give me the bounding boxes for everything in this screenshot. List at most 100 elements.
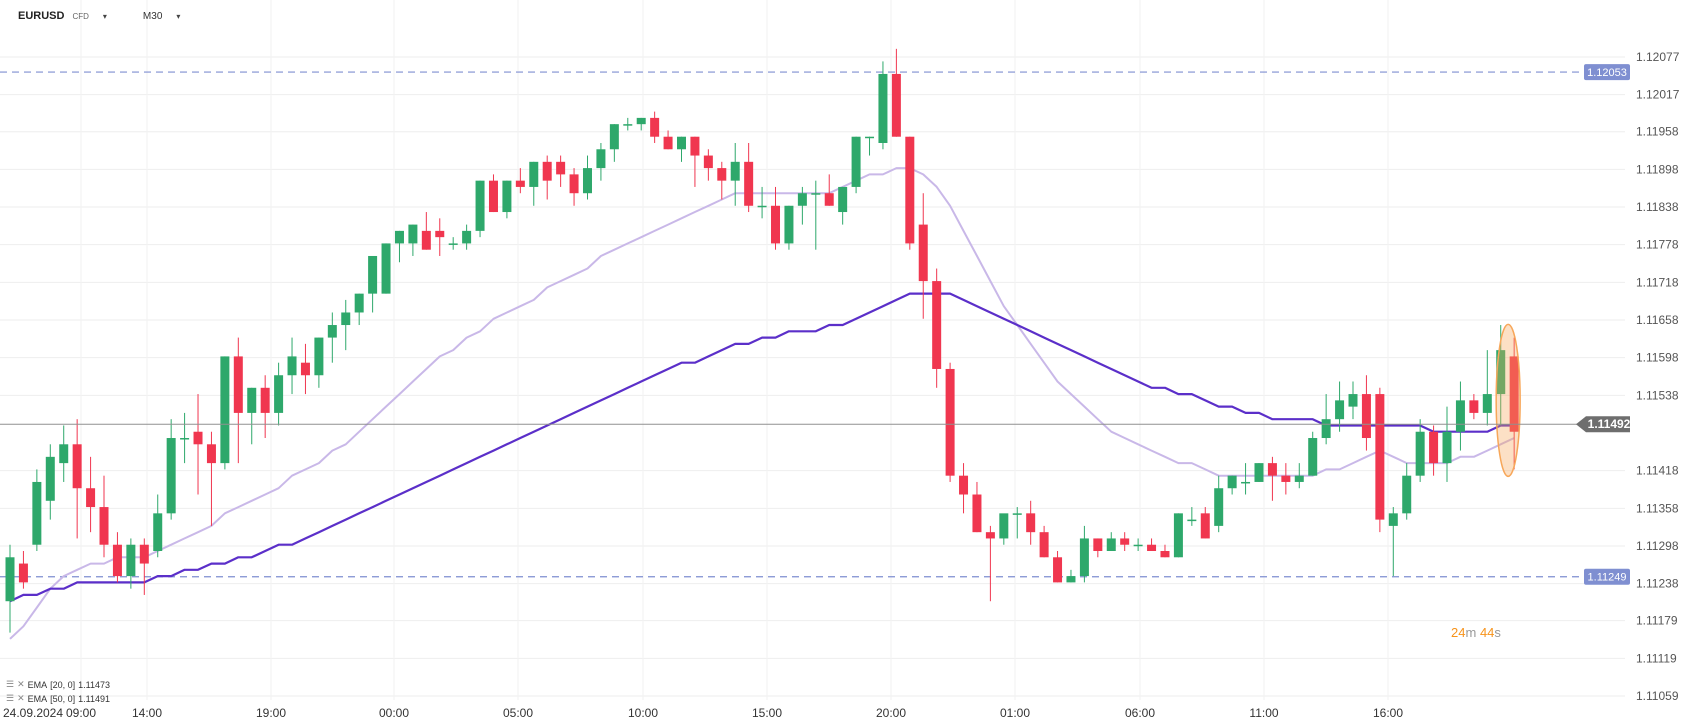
candle-body[interactable] — [86, 488, 96, 508]
candle-body[interactable] — [5, 557, 15, 602]
timeframe-dropdown-icon[interactable]: ▾ — [176, 11, 181, 21]
candle-body[interactable] — [153, 513, 163, 552]
candle-body[interactable] — [838, 186, 848, 213]
candle-body[interactable] — [851, 136, 861, 187]
candle-body[interactable] — [1267, 463, 1277, 476]
candle-body[interactable] — [542, 161, 552, 181]
candle-body[interactable] — [220, 356, 230, 464]
candle-body[interactable] — [1200, 513, 1210, 539]
candle-body[interactable] — [1241, 481, 1251, 484]
candle-body[interactable] — [488, 180, 498, 213]
candle-body[interactable] — [247, 387, 257, 413]
candle-body[interactable] — [260, 387, 270, 413]
candle-body[interactable] — [300, 362, 310, 376]
candle-body[interactable] — [811, 193, 821, 195]
candle-body[interactable] — [72, 444, 82, 489]
candle-body[interactable] — [891, 73, 901, 137]
candle-body[interactable] — [730, 161, 740, 181]
candle-body[interactable] — [1254, 463, 1264, 482]
candle-body[interactable] — [314, 337, 324, 376]
candle-body[interactable] — [972, 494, 982, 533]
candle-body[interactable] — [1173, 513, 1183, 558]
candle-body[interactable] — [1079, 538, 1089, 577]
candle-body[interactable] — [878, 73, 888, 143]
indicator-legend-ema50[interactable]: ☰ ✕ EMA [50, 0] 1.11491 — [6, 693, 110, 704]
candle-body[interactable] — [475, 180, 485, 231]
candle-body[interactable] — [1388, 513, 1398, 526]
candle-body[interactable] — [368, 255, 378, 294]
candle-body[interactable] — [502, 180, 512, 213]
candle-body[interactable] — [999, 513, 1009, 539]
candle-body[interactable] — [180, 438, 190, 440]
candle-body[interactable] — [1335, 400, 1345, 420]
candle-body[interactable] — [1469, 400, 1479, 413]
candle-body[interactable] — [327, 325, 337, 338]
candle-body[interactable] — [677, 136, 686, 150]
candle-body[interactable] — [408, 224, 418, 244]
candle-body[interactable] — [448, 243, 458, 245]
indicator-remove-icon[interactable]: ✕ — [17, 679, 25, 689]
candle-body[interactable] — [1120, 538, 1130, 545]
candle-body[interactable] — [690, 136, 700, 156]
candle-body[interactable] — [784, 205, 794, 244]
candle-body[interactable] — [1415, 431, 1425, 476]
candle-body[interactable] — [193, 431, 203, 445]
candle-body[interactable] — [703, 155, 713, 169]
indicator-settings-icon[interactable]: ☰ — [6, 679, 15, 689]
candle-body[interactable] — [1039, 532, 1049, 558]
candle-body[interactable] — [274, 375, 284, 413]
candle-body[interactable] — [623, 124, 633, 126]
candle-body[interactable] — [341, 312, 351, 326]
candle-body[interactable] — [1509, 356, 1519, 432]
candle-body[interactable] — [1066, 576, 1076, 583]
candle-body[interactable] — [596, 149, 606, 169]
candle-body[interactable] — [1361, 394, 1371, 439]
candle-body[interactable] — [744, 161, 754, 206]
candle-body[interactable] — [126, 544, 136, 577]
candle-body[interactable] — [112, 544, 122, 577]
candle-body[interactable] — [1402, 475, 1412, 514]
candle-body[interactable] — [1133, 544, 1143, 547]
candle-body[interactable] — [394, 230, 404, 244]
candle-body[interactable] — [99, 507, 109, 545]
candle-body[interactable] — [435, 230, 445, 238]
candle-body[interactable] — [985, 532, 995, 539]
candle-body[interactable] — [166, 438, 176, 514]
candle-body[interactable] — [1308, 438, 1318, 476]
candle-body[interactable] — [32, 481, 42, 545]
indicator-settings-icon[interactable]: ☰ — [6, 693, 15, 703]
candle-body[interactable] — [1106, 538, 1116, 552]
candle-body[interactable] — [918, 224, 928, 282]
candle-body[interactable] — [206, 444, 216, 464]
candle-body[interactable] — [1147, 544, 1157, 552]
candle-body[interactable] — [354, 293, 364, 313]
candle-body[interactable] — [865, 136, 875, 139]
candle-body[interactable] — [421, 230, 431, 250]
candle-body[interactable] — [945, 368, 955, 476]
candle-body[interactable] — [757, 205, 767, 208]
candle-body[interactable] — [556, 161, 566, 175]
symbol-label[interactable]: EURUSD — [18, 10, 65, 22]
candle-body[interactable] — [663, 136, 673, 150]
candle-body[interactable] — [569, 174, 579, 194]
candle-body[interactable] — [529, 161, 539, 187]
candle-body[interactable] — [797, 193, 807, 206]
candle-body[interactable] — [287, 356, 297, 376]
indicator-remove-icon[interactable]: ✕ — [17, 693, 25, 703]
candle-body[interactable] — [824, 193, 834, 206]
candle-body[interactable] — [1012, 513, 1022, 515]
candle-body[interactable] — [45, 456, 55, 501]
candle-body[interactable] — [18, 563, 28, 583]
candle-body[interactable] — [959, 475, 969, 495]
candle-body[interactable] — [1026, 513, 1036, 533]
candle-body[interactable] — [1375, 394, 1385, 520]
candle-body[interactable] — [1348, 394, 1358, 407]
candle-body[interactable] — [1160, 551, 1170, 558]
candle-body[interactable] — [233, 356, 243, 413]
candle-body[interactable] — [609, 124, 619, 150]
candle-body[interactable] — [932, 281, 942, 369]
candle-body[interactable] — [717, 168, 727, 181]
candle-body[interactable] — [1187, 519, 1197, 522]
candle-body[interactable] — [1093, 538, 1103, 552]
